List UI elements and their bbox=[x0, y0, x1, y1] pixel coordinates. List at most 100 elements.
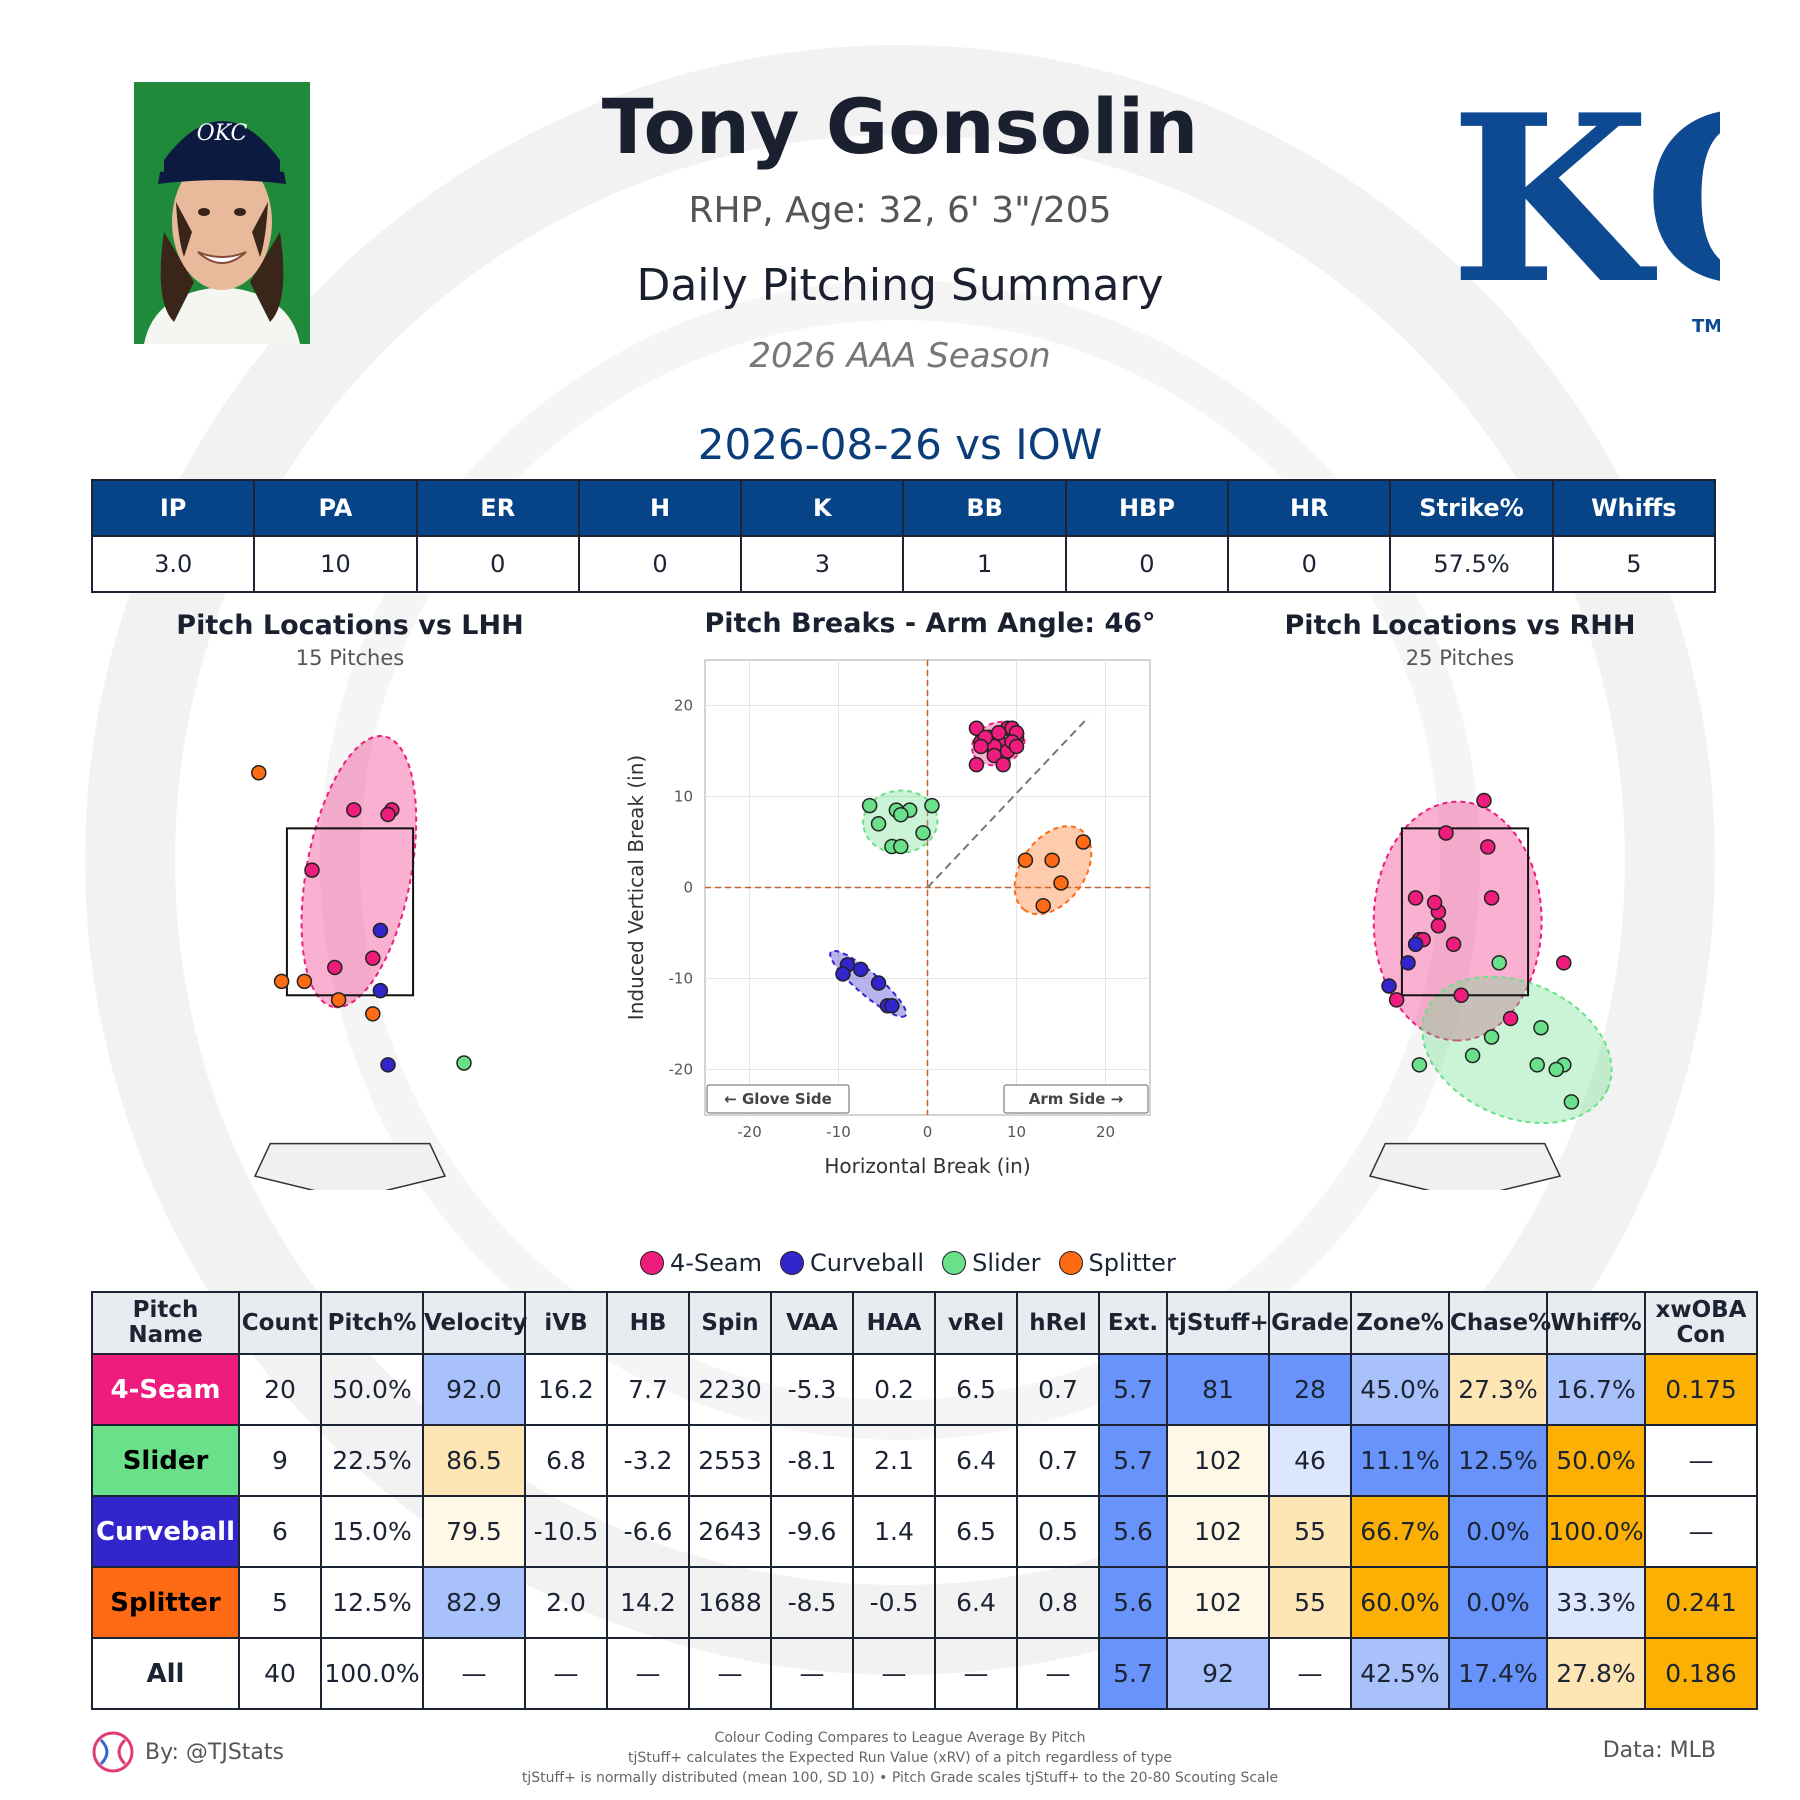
pitch-metric-cell: 27.3% bbox=[1448, 1353, 1548, 1426]
pitch-table-header: tjStuff+ bbox=[1166, 1291, 1270, 1355]
pitch-point bbox=[990, 725, 1007, 741]
table-row: All 40 100.0% — — — — — — — —5.7 92—42.5% 17.4% 27.8%… bbox=[91, 1637, 1758, 1710]
pitch-name-cell: Slider bbox=[91, 1424, 240, 1497]
pitch-metric-cell: 12.5% bbox=[320, 1566, 424, 1639]
player-headshot: OKC bbox=[134, 82, 310, 344]
pitch-metric-cell: — bbox=[934, 1637, 1018, 1710]
home-plate bbox=[1368, 1142, 1562, 1190]
box-value-cell: 0 bbox=[1064, 535, 1230, 593]
pitch-point bbox=[1426, 894, 1443, 911]
pitch-point bbox=[1407, 890, 1424, 906]
pitch-metric-cell: 1688 bbox=[688, 1566, 772, 1639]
pitch-table-header: HAA bbox=[852, 1291, 936, 1355]
pitch-table-header: Pitch% bbox=[320, 1291, 424, 1355]
pitch-table-header: Pitch Name bbox=[91, 1291, 240, 1355]
pitch-point bbox=[884, 998, 900, 1014]
x-tick-label: -20 bbox=[737, 1123, 762, 1141]
legend-label: Splitter bbox=[1088, 1249, 1176, 1277]
legend-label: Curveball bbox=[810, 1249, 925, 1277]
legend-item: Curveball bbox=[780, 1249, 924, 1277]
footer-by-text: By: @TJStats bbox=[145, 1739, 285, 1765]
pitch-metric-cell: 5.7 bbox=[1098, 1424, 1168, 1497]
table-row: Slider 9 22.5% 86.5 6.8 -3.2 2553 -8.1 2.1 6.4 0.7… bbox=[91, 1424, 1758, 1497]
pitch-metric-cell: — bbox=[770, 1637, 854, 1710]
pitch-point bbox=[296, 973, 313, 990]
x-tick-label: 0 bbox=[923, 1123, 933, 1141]
pitch-metric-cell: 92.0 bbox=[422, 1353, 526, 1426]
strike-zone bbox=[285, 827, 415, 997]
pitch-metric-cell: — bbox=[1644, 1495, 1758, 1568]
pitch-metric-cell: -8.1 bbox=[770, 1424, 854, 1497]
pitch-metric-cell: 86.5 bbox=[422, 1424, 526, 1497]
summary-title: Daily Pitching Summary bbox=[636, 260, 1164, 311]
pitch-table-header: iVB bbox=[524, 1291, 608, 1355]
pitch-metric-cell: 20 bbox=[238, 1353, 322, 1426]
pitch-metric-cell: 5 bbox=[238, 1566, 322, 1639]
pitch-point bbox=[1483, 890, 1500, 906]
pitch-point bbox=[861, 797, 878, 814]
pitch-point bbox=[380, 1057, 396, 1073]
pitch-metric-cell: 45.0% bbox=[1350, 1353, 1450, 1426]
pitch-table-header: Chase% bbox=[1448, 1291, 1551, 1355]
pitch-cluster-ellipse bbox=[1013, 825, 1093, 916]
pitch-metric-cell: 6.8 bbox=[524, 1424, 608, 1497]
pitch-metric-cell: 6 bbox=[238, 1495, 322, 1568]
pitch-metric-cell: 2230 bbox=[688, 1353, 772, 1426]
box-value-cell: 5 bbox=[1551, 535, 1717, 593]
table-row: 4-Seam 20 50.0% 92.0 16.2 7.7 2230 -5.3 0.2 6.5 0.… bbox=[91, 1353, 1758, 1426]
pitch-name-cell: All bbox=[91, 1637, 240, 1710]
pitch-point bbox=[346, 802, 362, 818]
box-value-cell: 3 bbox=[740, 535, 905, 593]
pitch-metric-cell: 100.0% bbox=[1546, 1495, 1646, 1568]
pitch-metric-cell: 22.5% bbox=[320, 1424, 424, 1497]
tjstats-logo-icon bbox=[92, 1731, 134, 1773]
pitch-point bbox=[973, 738, 989, 755]
pitch-point bbox=[893, 838, 909, 855]
box-score-table: IP PA ER H K BB HBP HR Strike% Whiffs 3.0 10 0 0 3 1 0 0… bbox=[90, 479, 1717, 593]
pitch-metric-cell: 15.0% bbox=[320, 1495, 424, 1568]
box-value-cell: 10 bbox=[253, 535, 418, 593]
breaks-chart-title: Pitch Breaks - Arm Angle: 46° bbox=[704, 608, 1156, 639]
svg-text:TM: TM bbox=[1692, 316, 1720, 337]
pitch-metric-cell: -5.3 bbox=[770, 1353, 854, 1426]
pitch-metric-cell: 27.8% bbox=[1546, 1637, 1646, 1710]
pitch-metric-cell: -6.6 bbox=[606, 1495, 690, 1568]
pitch-point bbox=[968, 756, 985, 773]
pitch-metric-cell: 60.0% bbox=[1350, 1566, 1450, 1639]
pitch-metric-cell: 0.0% bbox=[1448, 1495, 1548, 1568]
legend-item: Slider bbox=[942, 1249, 1041, 1277]
pitch-point bbox=[365, 950, 381, 966]
pitch-table-header: Ext. bbox=[1098, 1291, 1168, 1355]
pitch-point bbox=[835, 966, 851, 982]
pitch-metric-cell: 9 bbox=[238, 1424, 322, 1497]
pitch-metric-cell: 102 bbox=[1166, 1495, 1270, 1568]
pitch-point bbox=[1502, 1010, 1519, 1027]
legend-item: Splitter bbox=[1058, 1249, 1176, 1277]
pitch-metric-cell: — bbox=[1644, 1424, 1758, 1497]
legend-dot bbox=[942, 1251, 967, 1275]
pitch-metric-cell: 0.186 bbox=[1644, 1637, 1758, 1710]
pitch-metric-cell: 2643 bbox=[688, 1495, 772, 1568]
pitch-point bbox=[915, 825, 931, 841]
pitch-metric-cell: — bbox=[1016, 1637, 1100, 1710]
pitch-metric-cell: 5.7 bbox=[1098, 1637, 1168, 1710]
lhh-chart-subtitle: 15 Pitches bbox=[295, 646, 405, 670]
pitch-metric-cell: 17.4% bbox=[1448, 1637, 1548, 1710]
pitch-point bbox=[1407, 936, 1424, 953]
box-value-cell: 0 bbox=[577, 535, 743, 593]
box-header-cell: IP bbox=[90, 479, 256, 536]
pitch-metric-cell: 102 bbox=[1166, 1566, 1270, 1639]
pitch-point bbox=[1529, 1057, 1545, 1073]
pitch-metric-cell: — bbox=[524, 1637, 608, 1710]
pitch-metric-cell: -10.5 bbox=[524, 1495, 608, 1568]
pitch-name-cell: Curveball bbox=[91, 1495, 240, 1568]
box-header-cell: HR bbox=[1227, 479, 1392, 536]
footer-notes: Colour Coding Compares to League Average… bbox=[500, 1728, 1300, 1788]
rhh-chart-subtitle: 25 Pitches bbox=[1405, 646, 1515, 670]
pitch-metric-cell: 0.175 bbox=[1644, 1353, 1758, 1426]
pitch-point bbox=[251, 764, 267, 781]
y-tick-label: -20 bbox=[669, 1061, 694, 1079]
pitch-metric-cell: 0.7 bbox=[1016, 1353, 1100, 1426]
box-header-cell: BB bbox=[902, 479, 1067, 536]
player-name: Tony Gonsolin bbox=[601, 82, 1199, 171]
